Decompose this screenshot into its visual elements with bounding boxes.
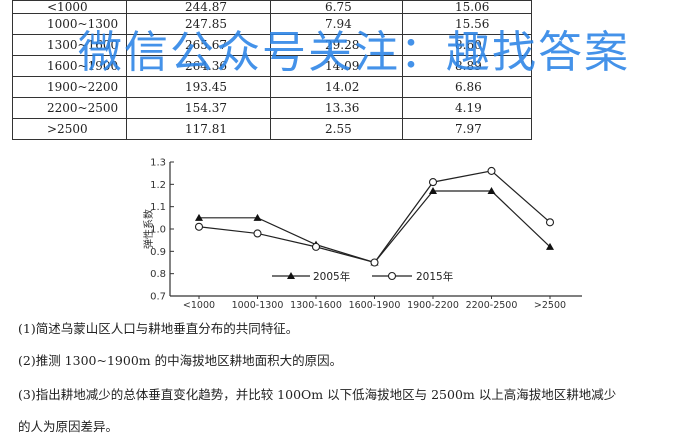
- table-cell: 8.89: [402, 55, 532, 77]
- legend-marker-2005: [287, 272, 295, 279]
- data-point-2005: [195, 213, 203, 221]
- table-cell: 1600~1900: [12, 55, 127, 77]
- data-point-2015: [253, 229, 262, 238]
- table-row: 2200~2500 154.37 13.36 4.19: [12, 97, 532, 119]
- data-point-2005: [546, 242, 554, 250]
- table-row: 1300~1600 265.67 29.28 8.60: [12, 34, 532, 56]
- y-tick-label: 1.3: [150, 158, 166, 169]
- data-point-2005: [253, 213, 262, 221]
- table-cell: 6.86: [402, 76, 532, 98]
- question-3-continued: 的人为原因差异。: [18, 419, 119, 434]
- x-tick-label: 1600-1900: [349, 300, 401, 311]
- x-tick-label: 1000-1300: [232, 300, 284, 311]
- table-cell: 1900~2200: [12, 76, 127, 98]
- x-tick-label: <1000: [183, 300, 215, 311]
- legend-marker-2015: [387, 271, 397, 281]
- data-point-2015: [194, 222, 204, 231]
- y-axis-label: 弹性系数: [142, 209, 155, 249]
- question-2: (2)推测 1300~1900m 的中海拔地区耕地面积大的原因。: [18, 353, 343, 368]
- table-cell: 117.81: [126, 118, 271, 140]
- x-tick-label: 1900-2200: [407, 300, 459, 311]
- table-cell: 2.55: [270, 118, 403, 140]
- question-3: (3)指出耕地减少的总体垂直变化趋势，并比较 100Om 以下低海拔地区与 25…: [18, 387, 617, 402]
- table-row: 1900~2200 193.45 14.02 6.86: [12, 76, 532, 98]
- table-cell: >2500: [12, 118, 127, 140]
- x-tick-label: 2200-2500: [466, 300, 518, 311]
- data-point-2005: [487, 187, 496, 195]
- table-cell: 193.45: [126, 76, 271, 98]
- data-point-2015: [487, 166, 496, 175]
- watermark-text: 微信公众号关注：趣找答案: [78, 27, 630, 78]
- x-tick-label: 1300-1600: [290, 300, 342, 311]
- table-cell: 2200~2500: [12, 97, 127, 119]
- legend-label-2005: 2005年: [313, 270, 350, 283]
- table-cell: 264.36: [126, 55, 271, 77]
- data-point-2015: [370, 258, 379, 267]
- x-tick-label: >2500: [534, 300, 566, 311]
- data-point-2005: [429, 187, 437, 195]
- data-point-2015: [311, 242, 321, 251]
- data-table: <1000 244.87 6.75 15.06 1000~1300 247.85 7.94 1…: [12, 0, 532, 140]
- y-tick-label: 0.8: [150, 269, 166, 280]
- table-cell: 1000~1300: [12, 13, 127, 35]
- table-row: >2500 117.81 2.55 7.97: [12, 118, 532, 140]
- y-tick-label: 1.0: [150, 225, 166, 236]
- y-tick-label: 1.1: [150, 202, 166, 213]
- data-point-2015: [428, 178, 438, 187]
- y-tick-label: 1.2: [150, 180, 166, 191]
- data-point-2015: [545, 218, 555, 227]
- series-line-1: [199, 190, 551, 264]
- y-tick-label: 0.7: [150, 292, 166, 303]
- y-tick-label: 0.9: [150, 247, 166, 258]
- series-line-2: [198, 170, 551, 264]
- legend-label-2015: 2015年: [416, 270, 453, 283]
- table-cell: 7.97: [402, 118, 532, 140]
- question-1: (1)简述乌蒙山区人口与耕地垂直分布的共同特征。: [18, 321, 299, 336]
- table-row: 1600~1900 264.36 14.09 8.89: [12, 55, 532, 77]
